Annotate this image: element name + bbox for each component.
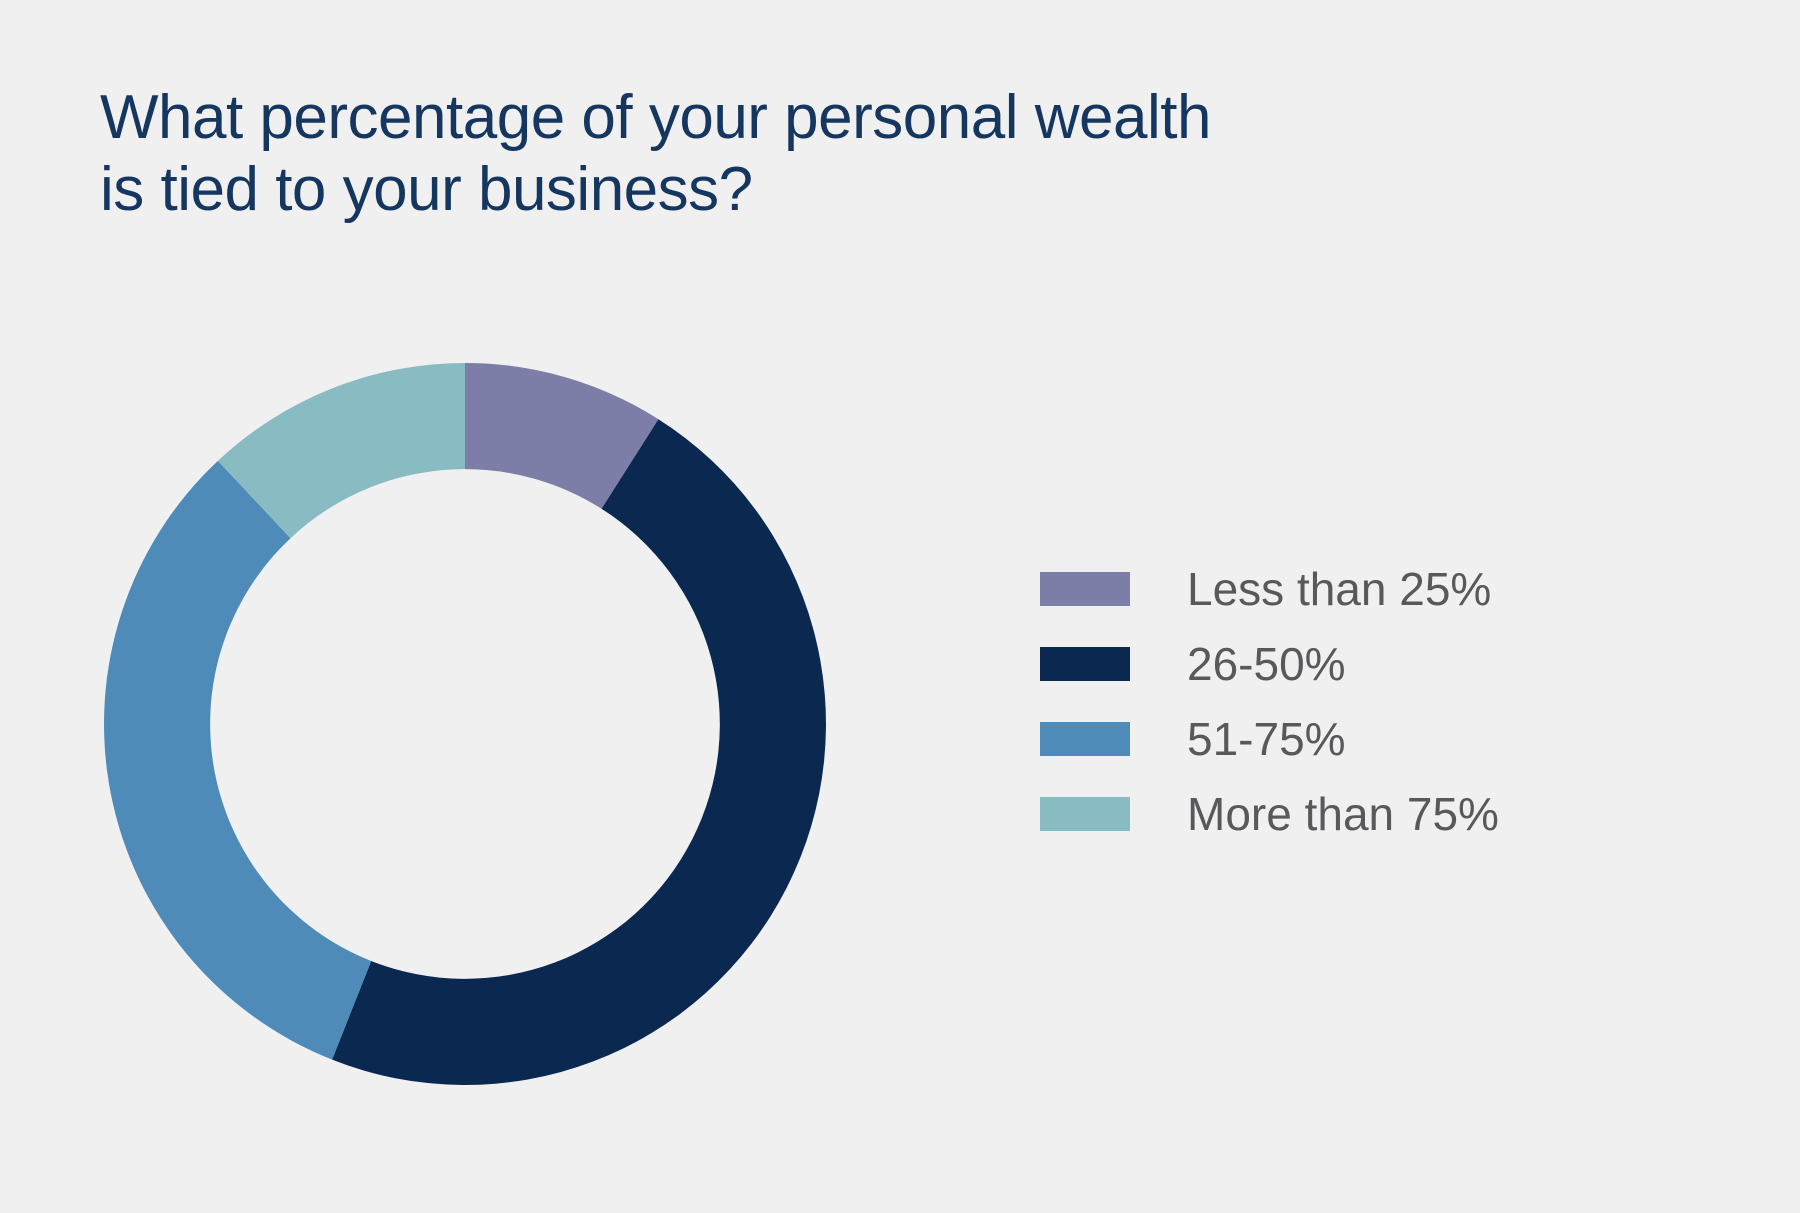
legend-swatch xyxy=(1040,722,1130,756)
legend-item: More than 75% xyxy=(1040,788,1499,840)
donut-segment-26-50 xyxy=(332,419,826,1085)
donut-chart-svg xyxy=(103,363,826,1085)
legend-label: 51-75% xyxy=(1187,713,1346,765)
chart-title: What percentage of your personal wealth … xyxy=(100,82,1211,226)
chart-title-line-1: What percentage of your personal wealth xyxy=(100,83,1211,152)
chart-title-line-2: is tied to your business? xyxy=(100,155,753,224)
donut-segment-more-than-75 xyxy=(217,363,465,539)
legend-label: Less than 25% xyxy=(1187,563,1492,615)
legend-swatch xyxy=(1040,647,1130,681)
chart-legend: Less than 25% 26-50% 51-75% More than 75% xyxy=(1040,563,1499,872)
legend-item: Less than 25% xyxy=(1040,563,1499,615)
donut-segment-less-than-25 xyxy=(465,363,659,509)
legend-item: 26-50% xyxy=(1040,638,1499,690)
legend-swatch xyxy=(1040,797,1130,831)
donut-chart xyxy=(103,363,826,1085)
legend-label: 26-50% xyxy=(1187,638,1346,690)
legend-item: 51-75% xyxy=(1040,713,1499,765)
donut-segment-51-75 xyxy=(103,460,372,1060)
legend-swatch xyxy=(1040,572,1130,606)
legend-label: More than 75% xyxy=(1187,788,1499,840)
